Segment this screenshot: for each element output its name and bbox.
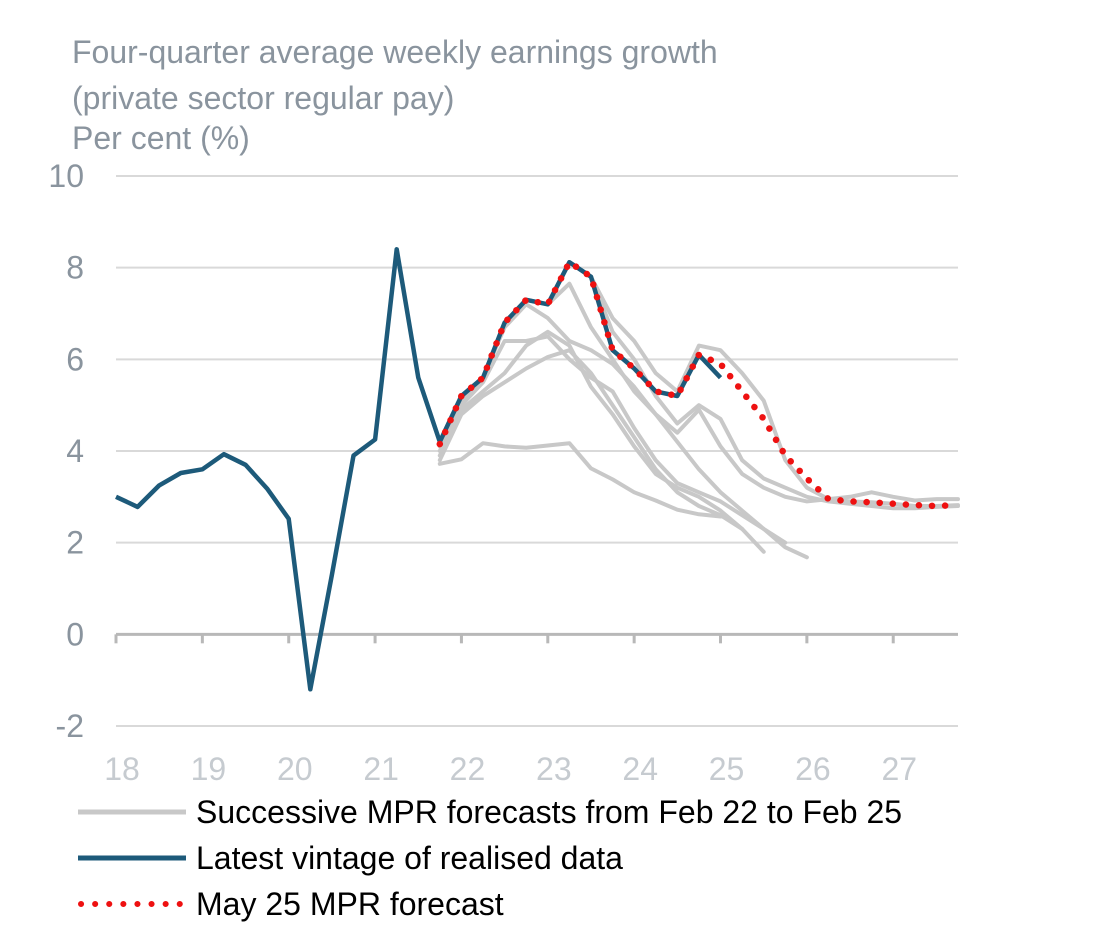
x-tick-label: 25 bbox=[709, 751, 745, 787]
x-tick-label: 24 bbox=[622, 751, 658, 787]
realised-series-line bbox=[115, 247, 723, 692]
x-tick-label: 27 bbox=[881, 751, 917, 787]
x-tick-label: 23 bbox=[536, 751, 572, 787]
legend-label-realised: Latest vintage of realised data bbox=[196, 839, 623, 876]
forecast-series-line bbox=[437, 441, 723, 519]
chart-title-line-2: (private sector regular pay) bbox=[72, 80, 455, 116]
forecast-series-line bbox=[437, 348, 745, 531]
y-tick-label: 6 bbox=[66, 341, 84, 377]
legend-item-realised: Latest vintage of realised data bbox=[78, 836, 623, 880]
legend-item-may25: May 25 MPR forecast bbox=[78, 882, 504, 926]
chart-title-line-3: Per cent (%) bbox=[72, 120, 250, 156]
y-tick-label: -2 bbox=[56, 708, 84, 744]
x-tick-label: 22 bbox=[450, 751, 486, 787]
chart-title-line-1: Four-quarter average weekly earnings gro… bbox=[72, 34, 718, 70]
y-tick-label: 8 bbox=[66, 250, 84, 286]
forecast-series-line bbox=[437, 329, 766, 554]
x-tick-label: 21 bbox=[363, 751, 399, 787]
legend-label-may25: May 25 MPR forecast bbox=[196, 885, 504, 922]
x-tick-label: 26 bbox=[795, 751, 831, 787]
legend-swatch-forecasts bbox=[78, 809, 186, 815]
y-tick-label: 0 bbox=[66, 616, 84, 652]
y-tick-label: 10 bbox=[48, 158, 84, 194]
legend-item-forecasts: Successive MPR forecasts from Feb 22 to … bbox=[78, 790, 902, 834]
may25-forecast-line bbox=[436, 258, 962, 510]
legend-label-forecasts: Successive MPR forecasts from Feb 22 to … bbox=[196, 793, 903, 830]
x-tick-label: 20 bbox=[277, 751, 313, 787]
y-tick-label: 4 bbox=[66, 433, 84, 469]
x-tick-label: 18 bbox=[104, 751, 140, 787]
forecast-series-line bbox=[437, 334, 788, 545]
legend-swatch-may25 bbox=[78, 901, 188, 907]
x-tick-label: 19 bbox=[191, 751, 227, 787]
legend-swatch-realised bbox=[78, 855, 186, 861]
y-tick-label: 2 bbox=[66, 525, 84, 561]
